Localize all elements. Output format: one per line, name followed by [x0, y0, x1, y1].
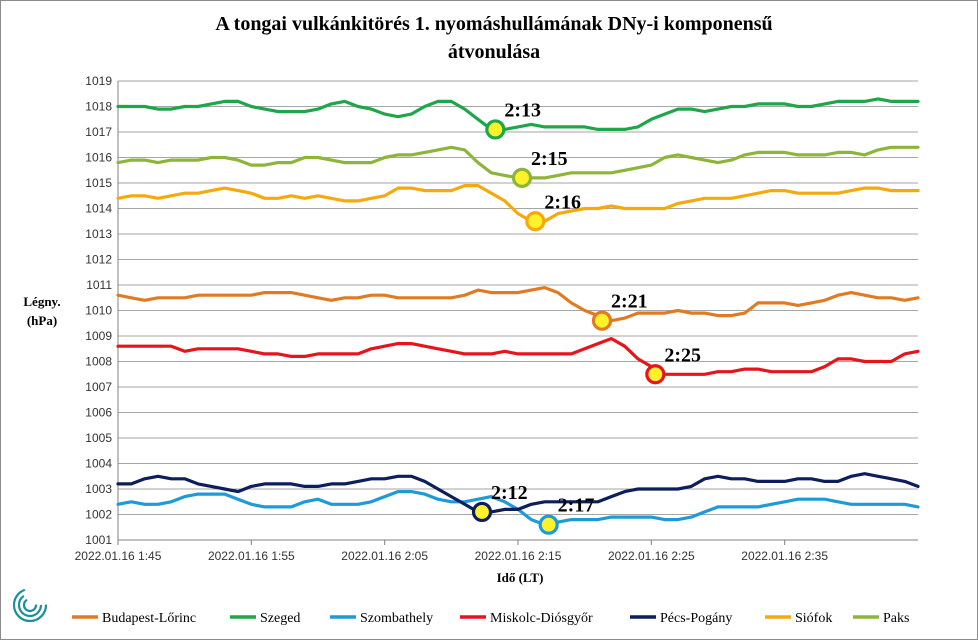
legend-label: Budapest-Lőrinc	[102, 611, 196, 626]
x-tick-label: 2022.01.16 2:15	[475, 549, 562, 563]
series-line	[116, 337, 920, 376]
arrival-markers: 2:13 2:15 2:16 2:21 2:25 2:12 2:17	[471, 99, 701, 535]
series-line	[116, 184, 920, 223]
arrival-time-label: 2:15	[531, 148, 568, 170]
y-tick-label: 1006	[85, 406, 112, 420]
x-tick-label: 2022.01.16 2:25	[608, 549, 695, 563]
arrival-marker	[471, 501, 493, 523]
y-tick-label: 1001	[85, 533, 112, 547]
y-axis-label-line1: Légny.	[23, 294, 60, 309]
gridlines	[117, 80, 918, 541]
series-line	[116, 97, 920, 131]
legend-label: Pécs-Pogány	[660, 611, 732, 626]
x-tick-label: 2022.01.16 2:05	[341, 549, 428, 563]
y-tick-label: 1011	[86, 278, 112, 292]
x-axis-ticks: 2022.01.16 1:45 2022.01.16 1:55 2022.01.16…	[75, 540, 828, 563]
y-tick-label: 1008	[85, 355, 112, 369]
y-tick-label: 1003	[85, 482, 112, 496]
y-tick-label: 1002	[85, 508, 112, 522]
arrival-marker	[538, 514, 559, 535]
omsz-logo	[12, 587, 48, 623]
legend-label: Miskolc-Diósgyőr	[490, 611, 593, 626]
legend-label: Szeged	[260, 611, 300, 626]
series-line	[116, 286, 920, 323]
chart-title-line1: A tongai vulkánkitörés 1. nyomáshullámán…	[215, 13, 772, 35]
arrival-marker	[591, 310, 613, 331]
y-tick-label: 1017	[85, 125, 112, 139]
series-line	[116, 472, 920, 514]
series-lines	[116, 97, 920, 527]
arrival-time-label: 2:12	[491, 482, 528, 504]
legend-label: Siófok	[795, 611, 832, 626]
y-tick-label: 1005	[85, 431, 112, 445]
y-tick-label: 1018	[85, 100, 112, 114]
y-tick-label: 1010	[85, 304, 112, 318]
arrival-marker	[645, 364, 666, 385]
arrival-time-label: 2:16	[544, 191, 581, 213]
legend-label: Paks	[883, 611, 909, 626]
arrival-marker	[485, 119, 506, 140]
y-tick-label: 1016	[85, 151, 112, 165]
arrival-time-label: 2:17	[558, 495, 595, 517]
y-tick-label: 1012	[85, 253, 112, 267]
y-axis-ticks: 1001 1002 1003 1004 1005 1006 1007 1008 1009 1010…	[85, 74, 112, 547]
chart-title-line2: átvonulása	[448, 41, 540, 63]
y-tick-label: 1019	[85, 74, 112, 88]
arrival-time-label: 2:25	[664, 344, 701, 366]
y-tick-label: 1013	[85, 227, 112, 241]
legend-label: Szombathely	[360, 611, 433, 626]
y-tick-label: 1004	[85, 457, 112, 471]
y-tick-label: 1014	[85, 202, 112, 216]
legend: Budapest-Lőrinc Szeged Szombathely Miskolc-…	[72, 611, 909, 626]
y-tick-label: 1015	[85, 176, 112, 190]
y-axis-label-line2: (hPa)	[27, 313, 57, 328]
x-tick-label: 2022.01.16 2:35	[741, 549, 828, 563]
y-tick-label: 1009	[85, 329, 112, 343]
x-axis-label: Idő (LT)	[497, 570, 544, 585]
x-tick-label: 2022.01.16 1:45	[75, 549, 162, 563]
arrival-time-label: 2:21	[611, 291, 648, 313]
arrival-marker	[511, 167, 533, 188]
arrival-marker	[525, 211, 546, 232]
arrival-time-label: 2:13	[504, 99, 541, 121]
y-tick-label: 1007	[85, 380, 112, 394]
x-tick-label: 2022.01.16 1:55	[208, 549, 295, 563]
